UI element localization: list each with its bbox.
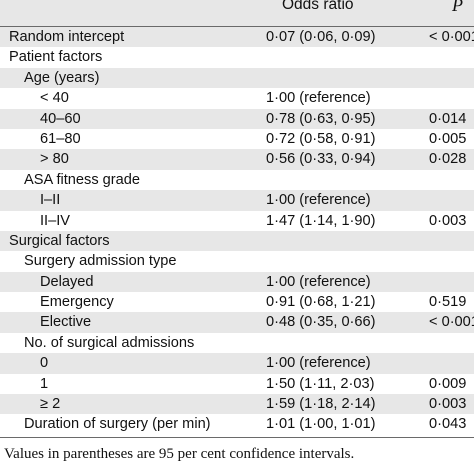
p-value: 0·003 <box>429 212 467 229</box>
p-value: < 0·001 <box>429 314 474 331</box>
p-value: 0·009 <box>429 375 467 392</box>
row-label: 40–60 <box>40 110 81 127</box>
table-row: Random intercept 0·07 (0·06, 0·09) < 0·001 <box>0 27 474 48</box>
p-value: 0·014 <box>429 110 467 127</box>
table-body: Random intercept 0·07 (0·06, 0·09) < 0·001… <box>0 27 474 435</box>
odds-ratio-value: 1·00 (reference) <box>266 90 371 107</box>
table-row: 40–60 0·78 (0·63, 0·95) 0·014 <box>0 108 474 129</box>
table-row: No. of surgical admissions <box>0 333 474 353</box>
row-label: 0 <box>40 355 49 372</box>
odds-ratio-value: 0·78 (0·63, 0·95) <box>266 110 376 127</box>
p-value: 0·028 <box>429 151 467 168</box>
row-label: Surgical factors <box>9 232 110 249</box>
row-label: ASA fitness grade <box>24 171 141 188</box>
odds-ratio-value: 1·50 (1·11, 2·03) <box>266 375 375 392</box>
table-row: Duration of surgery (per min) 1·01 (1·00,… <box>0 414 474 434</box>
table-row: Elective 0·48 (0·35, 0·66) < 0·001 <box>0 312 474 333</box>
row-label: Age (years) <box>24 69 100 86</box>
p-value: 0·003 <box>429 396 467 413</box>
odds-ratio-value: 1·59 (1·18, 2·14) <box>266 396 376 413</box>
odds-ratio-value: 1·00 (reference) <box>266 273 371 290</box>
row-label: Random intercept <box>9 29 125 45</box>
odds-ratio-value: 0·91 (0·68, 1·21) <box>266 294 376 311</box>
odds-ratio-value: 1·47 (1·14, 1·90) <box>266 212 376 229</box>
odds-ratio-value: 0·07 (0·06, 0·09) <box>266 29 376 45</box>
table-row: 1 1·50 (1·11, 2·03) 0·009 <box>0 374 474 394</box>
table-row: 61–80 0·72 (0·58, 0·91) 0·005 <box>0 129 474 149</box>
table-row: < 40 1·00 (reference) <box>0 88 474 108</box>
odds-ratio-value: 0·56 (0·33, 0·94) <box>266 151 376 168</box>
table-bottom-rule <box>0 437 474 438</box>
row-label: Elective <box>40 314 92 331</box>
table-row: Delayed 1·00 (reference) <box>0 271 474 293</box>
row-label: 1 <box>40 375 49 392</box>
odds-ratio-table: Odds ratio P Random intercept 0·07 (0·06,… <box>0 0 474 435</box>
table-row: Age (years) <box>0 67 474 89</box>
table-row: ≥ 2 1·59 (1·18, 2·14) 0·003 <box>0 394 474 415</box>
row-label: Patient factors <box>9 49 103 66</box>
table-footnote: Values in parentheses are 95 per cent co… <box>4 446 355 462</box>
row-label: Surgery admission type <box>24 253 177 270</box>
row-label: < 40 <box>40 90 69 107</box>
table-header: Odds ratio P <box>0 0 474 27</box>
row-label: Emergency <box>40 294 114 311</box>
row-label: II–IV <box>40 212 71 229</box>
odds-ratio-value: 1·01 (1·00, 1·01) <box>266 416 376 433</box>
row-label: 61–80 <box>40 130 81 147</box>
table-row: 0 1·00 (reference) <box>0 353 474 374</box>
table-row: Patient factors <box>0 47 474 67</box>
odds-ratio-value: 0·72 (0·58, 0·91) <box>266 130 376 147</box>
p-value: 0·005 <box>429 130 467 147</box>
table-row: > 80 0·56 (0·33, 0·94) 0·028 <box>0 149 474 170</box>
table-row: Emergency 0·91 (0·68, 1·21) 0·519 <box>0 292 474 312</box>
table-row: Surgery admission type <box>0 251 474 271</box>
p-value: 0·519 <box>429 294 467 311</box>
row-label: No. of surgical admissions <box>24 334 195 351</box>
table-row: I–II 1·00 (reference) <box>0 190 474 211</box>
p-value: 0·043 <box>429 416 467 433</box>
table-row: Surgical factors <box>0 230 474 252</box>
odds-ratio-value: 1·00 (reference) <box>266 355 371 372</box>
header-odds-ratio: Odds ratio <box>282 0 354 13</box>
row-label: I–II <box>40 192 61 209</box>
header-p-value: P <box>452 0 463 15</box>
row-label: Delayed <box>40 273 94 290</box>
row-label: > 80 <box>40 151 69 168</box>
row-label: Duration of surgery (per min) <box>24 416 211 433</box>
row-label: ≥ 2 <box>40 396 61 413</box>
table-row: II–IV 1·47 (1·14, 1·90) 0·003 <box>0 211 474 231</box>
p-value: < 0·001 <box>429 29 474 45</box>
table-row: ASA fitness grade <box>0 170 474 190</box>
odds-ratio-value: 1·00 (reference) <box>266 192 371 209</box>
odds-ratio-value: 0·48 (0·35, 0·66) <box>266 314 376 331</box>
